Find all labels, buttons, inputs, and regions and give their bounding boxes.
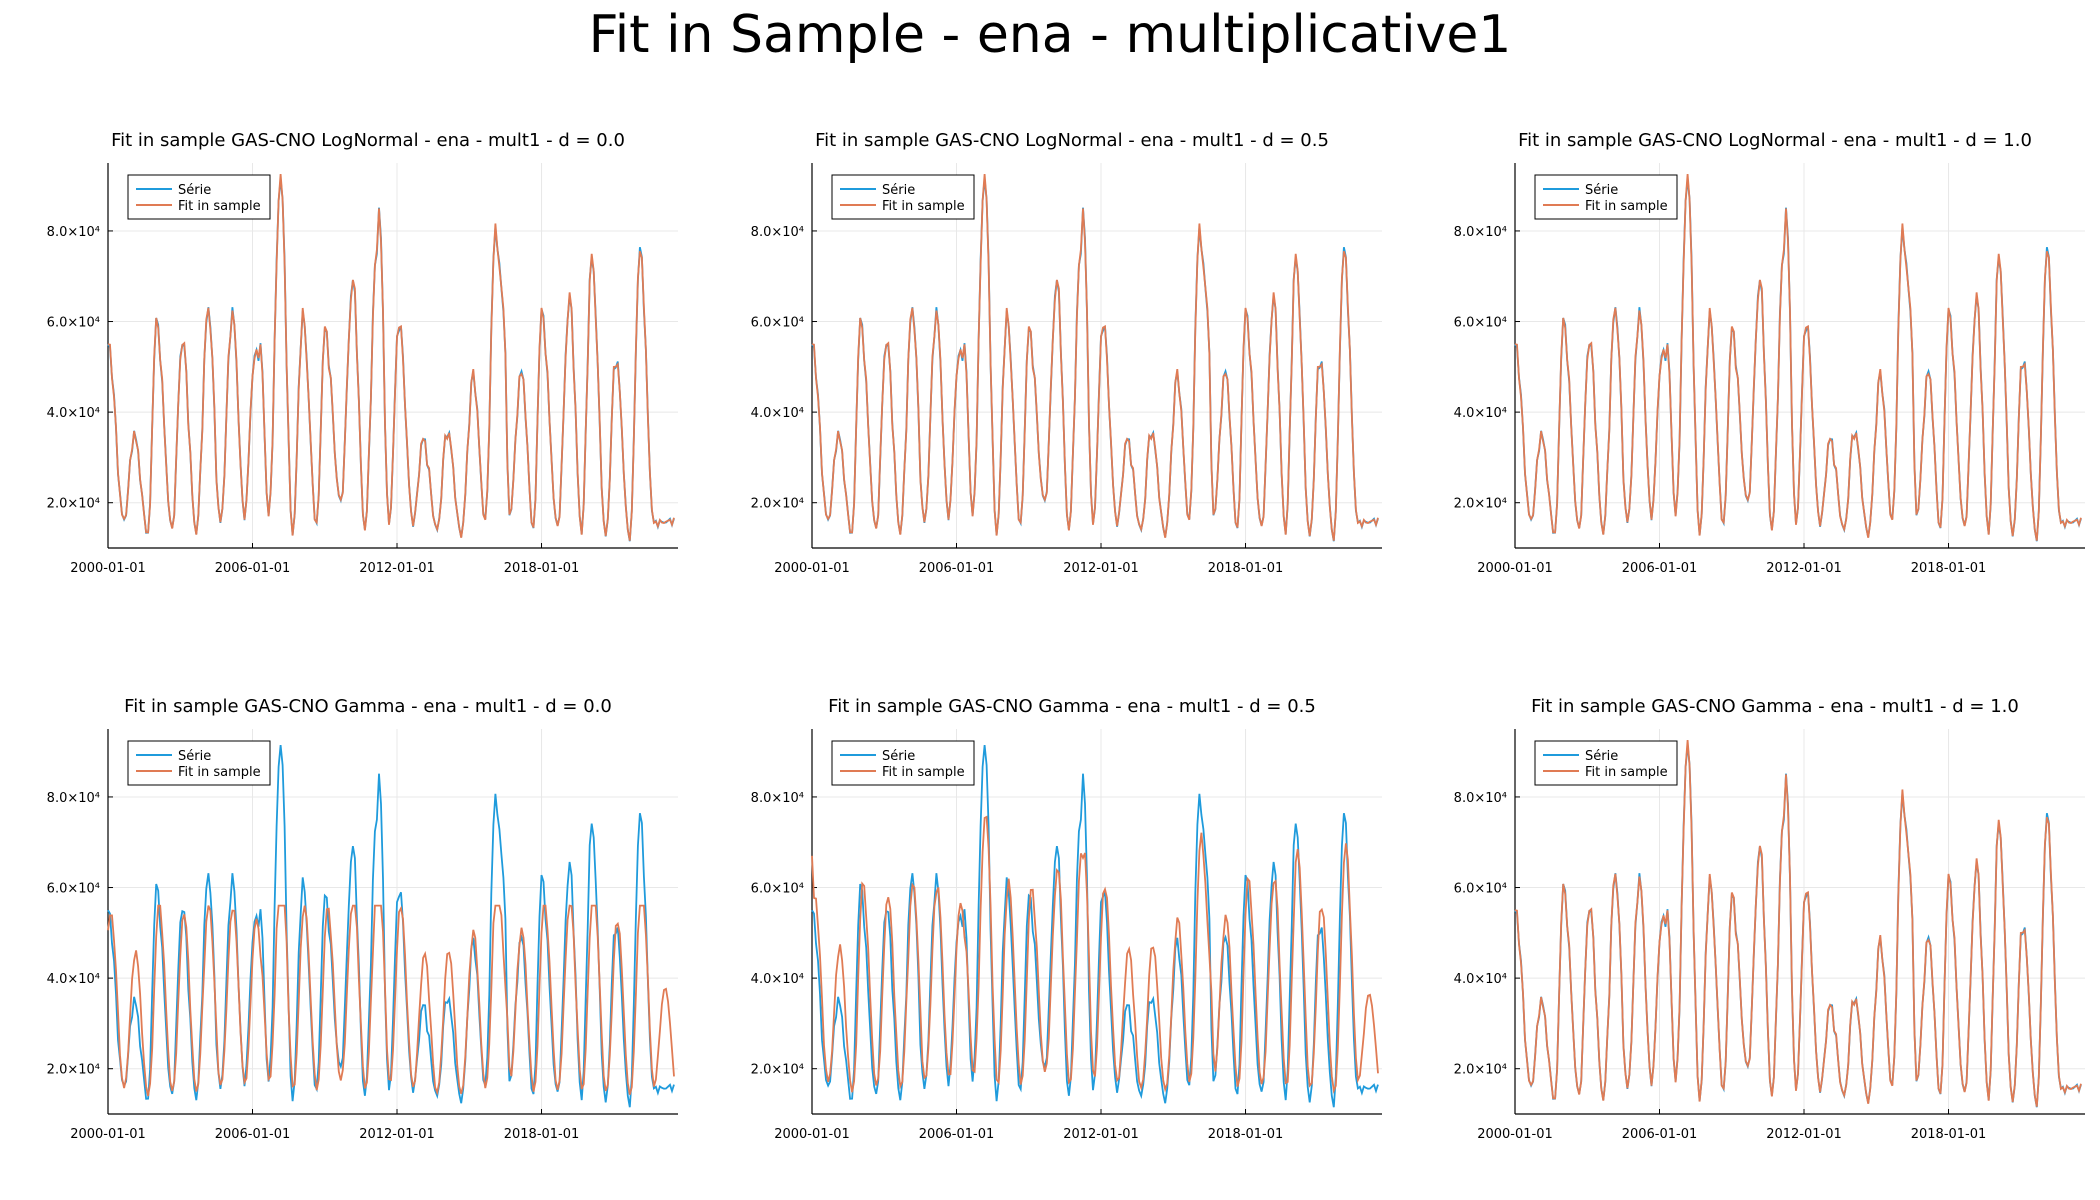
subplot-4: Fit in sample GAS-CNO Gamma - ena - mult… — [47, 696, 678, 1142]
y-tick-label: 8.0×10⁴ — [47, 225, 100, 240]
x-tick-label: 2012-01-01 — [359, 1127, 435, 1142]
series-line-fit — [107, 904, 675, 1097]
legend-label: Série — [1585, 749, 1618, 764]
subplot-title: Fit in sample GAS-CNO Gamma - ena - mult… — [828, 696, 1316, 717]
x-tick-label: 2012-01-01 — [1063, 561, 1139, 576]
subplot-title: Fit in sample GAS-CNO LogNormal - ena - … — [815, 130, 1329, 151]
y-tick-label: 4.0×10⁴ — [1454, 972, 1507, 987]
y-tick-label: 6.0×10⁴ — [47, 882, 100, 897]
y-tick-label: 2.0×10⁴ — [1454, 497, 1507, 512]
y-tick-label: 6.0×10⁴ — [1454, 316, 1507, 331]
legend-label: Série — [178, 183, 211, 198]
y-tick-label: 4.0×10⁴ — [751, 972, 804, 987]
legend-label: Fit in sample — [1585, 765, 1668, 780]
y-tick-label: 6.0×10⁴ — [1454, 882, 1507, 897]
y-tick-label: 4.0×10⁴ — [1454, 406, 1507, 421]
legend-label: Fit in sample — [178, 765, 261, 780]
x-tick-label: 2006-01-01 — [215, 561, 291, 576]
subplot-1: Fit in sample GAS-CNO LogNormal - ena - … — [47, 130, 678, 576]
series-line-fit — [1514, 174, 2082, 541]
subplot-title: Fit in sample GAS-CNO LogNormal - ena - … — [1518, 130, 2032, 151]
figure-title: Fit in Sample - ena - multiplicative1 — [588, 5, 1512, 65]
y-tick-label: 6.0×10⁴ — [47, 316, 100, 331]
x-tick-label: 2018-01-01 — [1208, 1127, 1284, 1142]
legend-label: Fit in sample — [178, 199, 261, 214]
y-tick-label: 2.0×10⁴ — [47, 497, 100, 512]
x-tick-label: 2012-01-01 — [1063, 1127, 1139, 1142]
y-tick-label: 8.0×10⁴ — [47, 791, 100, 806]
subplot-title: Fit in sample GAS-CNO Gamma - ena - mult… — [124, 696, 612, 717]
y-tick-label: 4.0×10⁴ — [47, 972, 100, 987]
y-tick-label: 6.0×10⁴ — [751, 882, 804, 897]
subplot-title: Fit in sample GAS-CNO Gamma - ena - mult… — [1531, 696, 2019, 717]
y-tick-label: 4.0×10⁴ — [47, 406, 100, 421]
x-tick-label: 2000-01-01 — [1477, 1127, 1553, 1142]
x-tick-label: 2006-01-01 — [215, 1127, 291, 1142]
legend-label: Série — [1585, 183, 1618, 198]
x-tick-label: 2000-01-01 — [774, 1127, 850, 1142]
x-tick-label: 2012-01-01 — [1766, 1127, 1842, 1142]
series-line-fit — [107, 174, 675, 541]
x-tick-label: 2018-01-01 — [504, 561, 580, 576]
y-tick-label: 2.0×10⁴ — [1454, 1063, 1507, 1078]
x-tick-label: 2018-01-01 — [1911, 1127, 1987, 1142]
x-tick-label: 2006-01-01 — [919, 561, 995, 576]
subplot-3: Fit in sample GAS-CNO LogNormal - ena - … — [1454, 130, 2085, 576]
y-tick-label: 6.0×10⁴ — [751, 316, 804, 331]
subplot-title: Fit in sample GAS-CNO LogNormal - ena - … — [111, 130, 625, 151]
y-tick-label: 4.0×10⁴ — [751, 406, 804, 421]
x-tick-label: 2000-01-01 — [70, 561, 146, 576]
series-line-fit — [1514, 740, 2082, 1107]
x-tick-label: 2000-01-01 — [774, 561, 850, 576]
legend-label: Série — [882, 183, 915, 198]
x-tick-label: 2006-01-01 — [1622, 561, 1698, 576]
y-tick-label: 8.0×10⁴ — [1454, 791, 1507, 806]
x-tick-label: 2018-01-01 — [1911, 561, 1987, 576]
x-tick-label: 2012-01-01 — [1766, 561, 1842, 576]
series-line-fit — [811, 174, 1379, 541]
subplot-2: Fit in sample GAS-CNO LogNormal - ena - … — [751, 130, 1382, 576]
legend-label: Fit in sample — [1585, 199, 1668, 214]
legend-label: Fit in sample — [882, 765, 965, 780]
y-tick-label: 8.0×10⁴ — [751, 225, 804, 240]
legend-label: Fit in sample — [882, 199, 965, 214]
y-tick-label: 8.0×10⁴ — [751, 791, 804, 806]
y-tick-label: 2.0×10⁴ — [47, 1063, 100, 1078]
x-tick-label: 2018-01-01 — [504, 1127, 580, 1142]
y-tick-label: 2.0×10⁴ — [751, 497, 804, 512]
legend-label: Série — [882, 749, 915, 764]
x-tick-label: 2000-01-01 — [70, 1127, 146, 1142]
x-tick-label: 2018-01-01 — [1208, 561, 1284, 576]
subplot-5: Fit in sample GAS-CNO Gamma - ena - mult… — [751, 696, 1382, 1142]
y-tick-label: 8.0×10⁴ — [1454, 225, 1507, 240]
y-tick-label: 2.0×10⁴ — [751, 1063, 804, 1078]
x-tick-label: 2000-01-01 — [1477, 561, 1553, 576]
series-line-fit — [811, 815, 1379, 1094]
x-tick-label: 2006-01-01 — [1622, 1127, 1698, 1142]
legend-label: Série — [178, 749, 211, 764]
subplot-6: Fit in sample GAS-CNO Gamma - ena - mult… — [1454, 696, 2085, 1142]
x-tick-label: 2012-01-01 — [359, 561, 435, 576]
x-tick-label: 2006-01-01 — [919, 1127, 995, 1142]
